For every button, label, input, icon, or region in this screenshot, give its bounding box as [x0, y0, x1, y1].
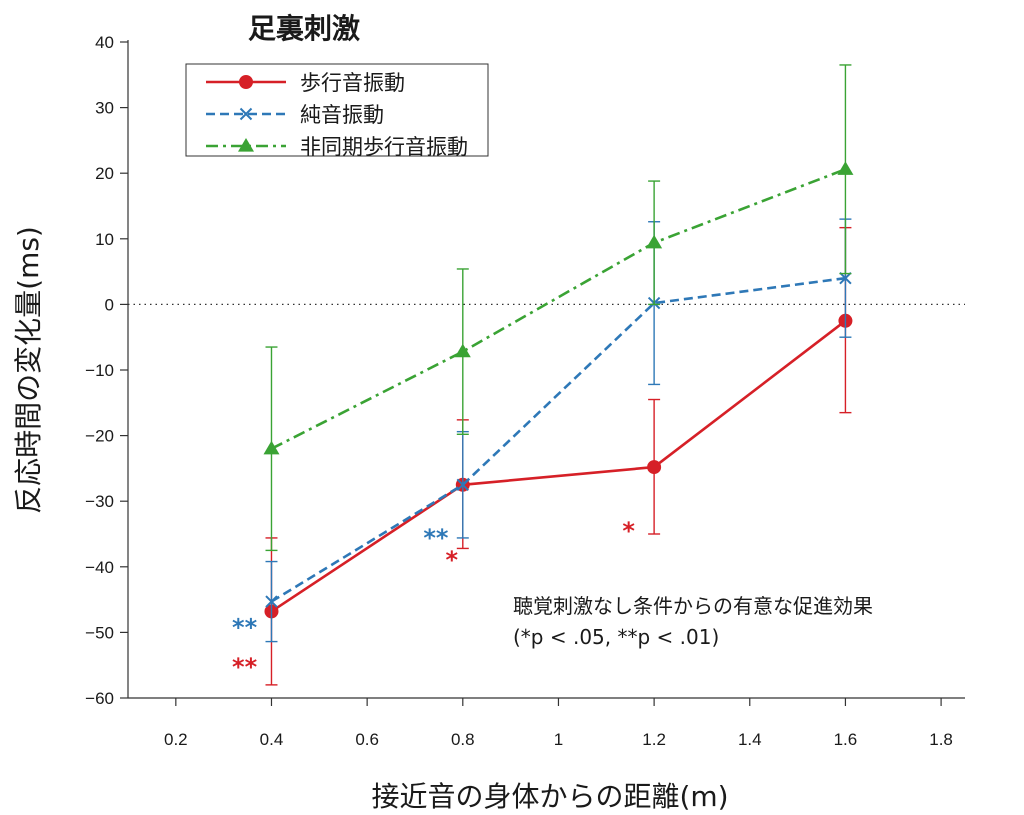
x-tick-label: 0.6 — [355, 730, 379, 749]
y-tick-label: −30 — [85, 492, 114, 511]
y-tick-label: −50 — [85, 623, 114, 642]
legend-marker — [239, 75, 253, 89]
data-point — [839, 271, 852, 285]
y-tick-label: −40 — [85, 558, 114, 577]
x-axis-ticks: 0.2 0.4 0.6 0.8 1 1.2 1.4 1.6 1.8 — [164, 698, 953, 749]
data-point — [646, 234, 663, 249]
y-tick-label: 10 — [95, 230, 114, 249]
y-axis-title: 反応時間の変化量(ms) — [12, 226, 45, 514]
y-tick-label: 40 — [95, 33, 114, 52]
x-tick-label: 0.8 — [451, 730, 475, 749]
data-point — [265, 595, 278, 608]
significance-mark: ** — [232, 653, 258, 681]
significance-mark: ** — [423, 524, 449, 552]
data-point — [647, 460, 662, 475]
y-tick-label: 20 — [95, 164, 114, 183]
y-tick-label: 0 — [105, 295, 114, 314]
legend-label: 非同期歩行音振動 — [300, 135, 468, 159]
series-layer — [263, 64, 854, 686]
significance-annotations: ******** — [232, 517, 635, 681]
legend-box — [185, 63, 489, 157]
series-line — [270, 168, 846, 450]
series-3 — [263, 64, 854, 552]
x-tick-label: 1.6 — [834, 730, 858, 749]
x-tick-label: 1.2 — [642, 730, 666, 749]
series-2 — [265, 218, 852, 643]
data-point — [837, 161, 854, 175]
note-line-2: (*p < .05, **p < .01) — [513, 625, 719, 649]
x-axis-title: 接近音の身体からの距離(m) — [371, 780, 728, 813]
legend-marker — [239, 107, 253, 121]
note-line-1: 聴覚刺激なし条件からの有意な促進効果 — [513, 594, 873, 618]
x-tick-label: 1.4 — [738, 730, 762, 749]
data-point — [454, 343, 471, 358]
legend-marker — [238, 138, 254, 152]
significance-mark: ** — [232, 614, 258, 642]
data-point — [263, 440, 280, 455]
series-line — [270, 319, 847, 613]
legend-label: 歩行音振動 — [300, 71, 405, 95]
x-tick-label: 0.4 — [260, 730, 284, 749]
y-tick-label: 30 — [95, 99, 114, 118]
y-tick-label: −60 — [85, 689, 114, 708]
x-tick-label: 0.2 — [164, 730, 188, 749]
legend-label: 純音振動 — [300, 103, 384, 127]
significance-mark: * — [445, 546, 458, 574]
axes — [127, 40, 965, 699]
significance-mark: * — [622, 517, 635, 545]
x-tick-label: 1.8 — [929, 730, 953, 749]
data-point — [456, 478, 470, 492]
y-tick-label: −10 — [85, 361, 114, 380]
significance-note: 聴覚刺激なし条件からの有意な促進効果 (*p < .05, **p < .01) — [513, 594, 873, 649]
series-line — [270, 276, 846, 603]
x-tick-label: 1 — [554, 730, 563, 749]
y-tick-label: −20 — [85, 427, 114, 446]
chart-title: 足裏刺激 — [248, 12, 360, 45]
y-axis-ticks: 40 30 20 10 0 −10 −20 −30 −40 −50 −60 — [85, 33, 128, 708]
